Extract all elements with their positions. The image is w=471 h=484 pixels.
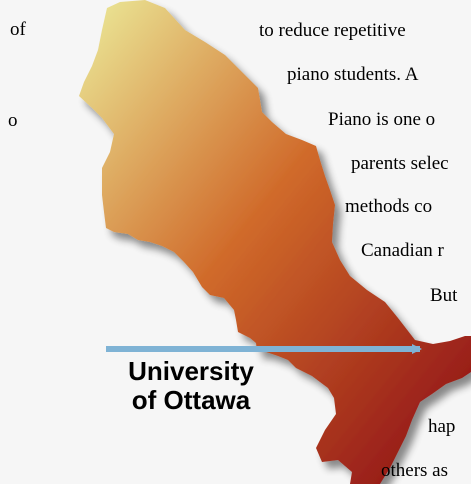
ontario-province-shape xyxy=(79,0,471,484)
paragraph-line: others as xyxy=(381,460,449,481)
left-text-fragment: o xyxy=(8,110,18,131)
paragraph-line: hap xyxy=(428,416,456,437)
paragraph-line: methods co xyxy=(345,196,433,217)
paragraph-line: piano students. A xyxy=(287,64,419,85)
paragraph-line: But xyxy=(430,285,458,306)
left-text-fragment: of xyxy=(10,19,26,40)
paragraph-line: parents selec xyxy=(351,153,449,174)
map-label-line1: University xyxy=(128,356,254,386)
map-label-line2: of Ottawa xyxy=(131,385,251,415)
paragraph-line: Canadian r xyxy=(361,240,444,261)
paragraph-line: Piano is one o xyxy=(328,109,436,130)
paragraph-line: to reduce repetitive xyxy=(259,20,406,41)
